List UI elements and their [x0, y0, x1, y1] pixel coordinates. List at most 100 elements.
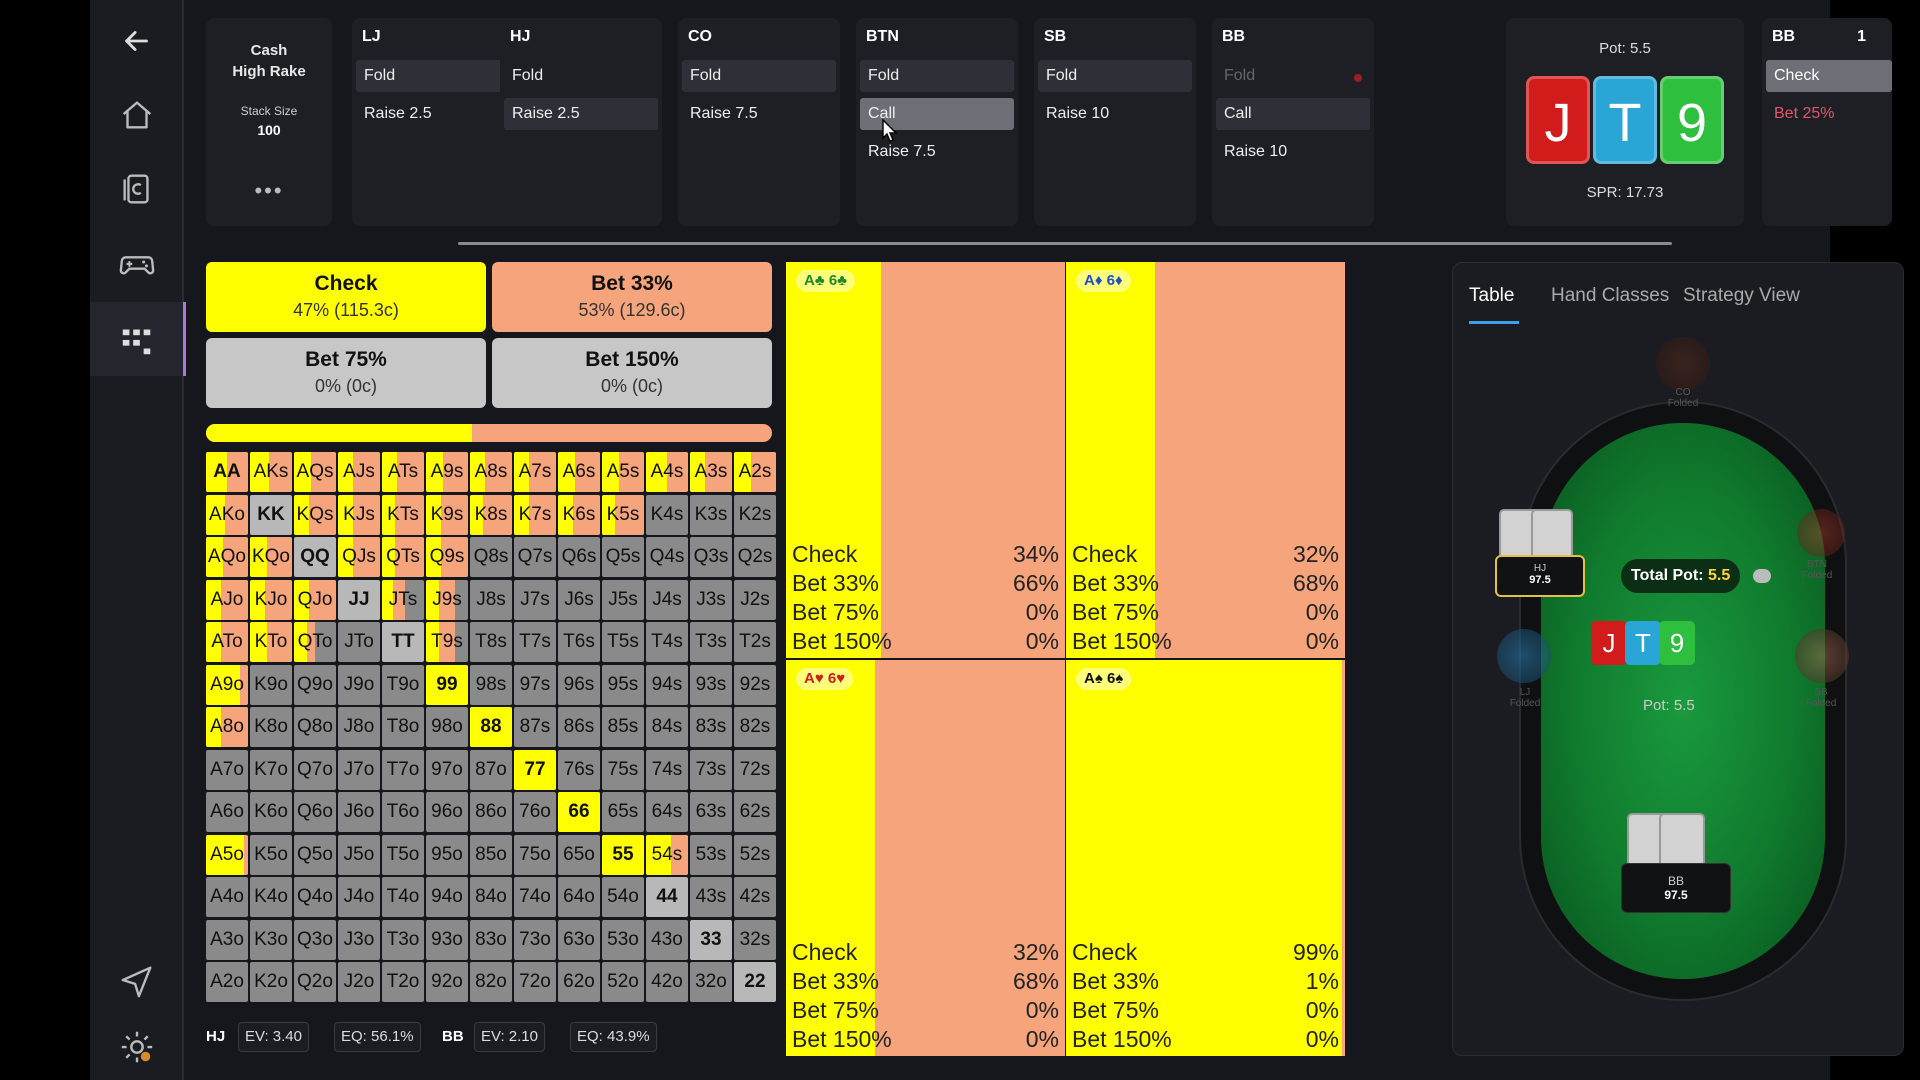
combo-panel[interactable]: A♥ 6♥ Check 32% Bet 33% 68% Bet 75% 0% Bet 150%… [786, 660, 1065, 1056]
hand-cell-85s[interactable]: 85s [602, 707, 644, 747]
hand-cell-q8o[interactable]: Q8o [294, 707, 336, 747]
hand-cell-63o[interactable]: 63o [558, 919, 600, 960]
hand-cell-k5o[interactable]: K5o [250, 834, 292, 875]
hand-cell-95o[interactable]: 95o [426, 834, 468, 875]
hand-cell-32s[interactable]: 32s [734, 919, 776, 960]
send-button[interactable] [90, 944, 184, 1018]
hand-cell-t6s[interactable]: T6s [558, 622, 600, 662]
hand-cell-kts[interactable]: KTs [382, 494, 424, 535]
hand-cell-j7o[interactable]: J7o [338, 749, 380, 790]
hand-cell-j2s[interactable]: J2s [734, 579, 776, 620]
more-options-icon[interactable]: ••• [254, 178, 284, 203]
hand-cell-t8o[interactable]: T8o [382, 707, 424, 747]
hand-cell-t9o[interactable]: T9o [382, 664, 424, 705]
hand-cell-84s[interactable]: 84s [646, 707, 688, 747]
hand-cell-aqs[interactable]: AQs [294, 452, 336, 492]
hand-cell-96o[interactable]: 96o [426, 792, 468, 832]
hand-cell-65o[interactable]: 65o [558, 834, 600, 875]
hand-cell-q3s[interactable]: Q3s [690, 537, 732, 577]
action-call[interactable]: Call [1216, 98, 1370, 130]
hand-cell-k8s[interactable]: K8s [470, 494, 512, 535]
hand-cell-k2o[interactable]: K2o [250, 962, 292, 1002]
hand-cell-j4o[interactable]: J4o [338, 877, 380, 917]
hand-cell-93s[interactable]: 93s [690, 664, 732, 705]
action-bet-25[interactable]: Bet 25% [1774, 105, 1835, 122]
hand-cell-t4s[interactable]: T4s [646, 622, 688, 662]
hand-cell-83s[interactable]: 83s [690, 707, 732, 747]
back-button[interactable] [90, 4, 184, 78]
hand-cell-98s[interactable]: 98s [470, 664, 512, 705]
hand-cell-t7s[interactable]: T7s [514, 622, 556, 662]
hand-cell-ajo[interactable]: AJo [206, 579, 248, 620]
hand-cell-q8s[interactable]: Q8s [470, 537, 512, 577]
action-fold[interactable]: Fold [1224, 67, 1256, 84]
hand-cell-j5s[interactable]: J5s [602, 579, 644, 620]
hand-cell-a4o[interactable]: A4o [206, 877, 248, 917]
hand-cell-72s[interactable]: 72s [734, 749, 776, 790]
hand-cell-aqo[interactable]: AQo [206, 537, 248, 577]
hand-cell-42s[interactable]: 42s [734, 877, 776, 917]
hand-cell-k5s[interactable]: K5s [602, 494, 644, 535]
hand-cell-q7o[interactable]: Q7o [294, 749, 336, 790]
hand-cell-74o[interactable]: 74o [514, 877, 556, 917]
hand-cell-ato[interactable]: ATo [206, 622, 248, 662]
hand-cell-86s[interactable]: 86s [558, 707, 600, 747]
hand-cell-76s[interactable]: 76s [558, 749, 600, 790]
strategy-bet75-button[interactable]: Bet 75% 0% (0c) [206, 338, 486, 408]
hand-cell-87o[interactable]: 87o [470, 749, 512, 790]
hand-cell-75o[interactable]: 75o [514, 834, 556, 875]
hand-cell-tt[interactable]: TT [382, 622, 424, 662]
hand-cell-62s[interactable]: 62s [734, 792, 776, 832]
hand-cell-97o[interactable]: 97o [426, 749, 468, 790]
hand-cell-kjs[interactable]: KJs [338, 494, 380, 535]
hand-cell-t5s[interactable]: T5s [602, 622, 644, 662]
hand-cell-qjo[interactable]: QJo [294, 579, 336, 620]
hand-cell-q2o[interactable]: Q2o [294, 962, 336, 1002]
hand-cell-q7s[interactable]: Q7s [514, 537, 556, 577]
hand-cell-a4s[interactable]: A4s [646, 452, 688, 492]
hand-cell-72o[interactable]: 72o [514, 962, 556, 1002]
action-raise-10[interactable]: Raise 10 [1046, 105, 1110, 122]
hand-cell-k4s[interactable]: K4s [646, 494, 688, 535]
hand-cell-k2s[interactable]: K2s [734, 494, 776, 535]
action-fold[interactable]: Fold [356, 60, 510, 92]
hand-cell-j8o[interactable]: J8o [338, 707, 380, 747]
hand-cell-t2o[interactable]: T2o [382, 962, 424, 1002]
hand-cell-q4s[interactable]: Q4s [646, 537, 688, 577]
hand-cell-j5o[interactable]: J5o [338, 834, 380, 875]
hand-cell-73o[interactable]: 73o [514, 919, 556, 960]
hand-cell-qto[interactable]: QTo [294, 622, 336, 662]
hand-cell-q3o[interactable]: Q3o [294, 919, 336, 960]
hand-cell-94s[interactable]: 94s [646, 664, 688, 705]
hand-cell-a9o[interactable]: A9o [206, 664, 248, 705]
hand-cell-53o[interactable]: 53o [602, 919, 644, 960]
hand-cell-kk[interactable]: KK [250, 494, 292, 535]
hand-cell-54o[interactable]: 54o [602, 877, 644, 917]
hand-cell-99[interactable]: 99 [426, 664, 468, 705]
tab-hand-classes[interactable]: Hand Classes [1551, 285, 1670, 306]
hand-cell-q6s[interactable]: Q6s [558, 537, 600, 577]
strategies-button[interactable] [90, 302, 186, 376]
hand-cell-j8s[interactable]: J8s [470, 579, 512, 620]
hand-cell-q2s[interactable]: Q2s [734, 537, 776, 577]
hand-cell-64o[interactable]: 64o [558, 877, 600, 917]
hand-cell-95s[interactable]: 95s [602, 664, 644, 705]
action-raise-10[interactable]: Raise 10 [1224, 143, 1288, 160]
hand-cell-76o[interactable]: 76o [514, 792, 556, 832]
hand-cell-j6o[interactable]: J6o [338, 792, 380, 832]
hand-cell-92s[interactable]: 92s [734, 664, 776, 705]
cards-button[interactable] [90, 152, 184, 226]
hand-cell-t2s[interactable]: T2s [734, 622, 776, 662]
hand-cell-87s[interactable]: 87s [514, 707, 556, 747]
hand-cell-k3o[interactable]: K3o [250, 919, 292, 960]
hand-cell-94o[interactable]: 94o [426, 877, 468, 917]
hand-cell-aks[interactable]: AKs [250, 452, 292, 492]
practice-button[interactable] [90, 226, 184, 300]
hand-cell-33[interactable]: 33 [690, 919, 732, 960]
hand-cell-j6s[interactable]: J6s [558, 579, 600, 620]
hand-cell-jto[interactable]: JTo [338, 622, 380, 662]
hand-cell-t8s[interactable]: T8s [470, 622, 512, 662]
hand-cell-q5s[interactable]: Q5s [602, 537, 644, 577]
hand-cell-65s[interactable]: 65s [602, 792, 644, 832]
action-check[interactable]: Check [1766, 60, 1892, 92]
